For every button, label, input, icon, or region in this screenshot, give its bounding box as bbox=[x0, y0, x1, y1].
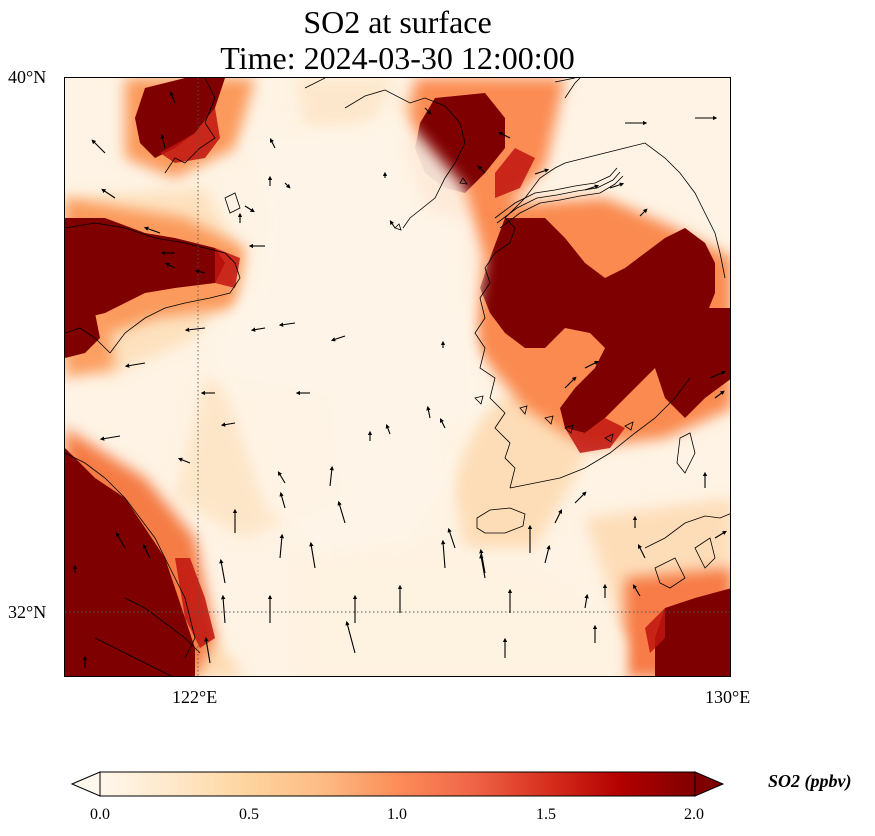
wind-arrow bbox=[194, 269, 206, 274]
wind-arrow bbox=[184, 327, 206, 332]
lon-tick-122e: 122°E bbox=[172, 687, 218, 707]
wind-arrow bbox=[447, 527, 456, 549]
wind-arrow bbox=[554, 509, 562, 524]
wind-arrow bbox=[440, 539, 446, 569]
gridlines bbox=[65, 78, 730, 676]
wind-arrow bbox=[143, 226, 161, 234]
wind-arrow bbox=[426, 405, 431, 419]
lat-tick-40n: 40°N bbox=[8, 67, 47, 87]
wind-arrow bbox=[534, 168, 550, 175]
wind-arrow bbox=[714, 530, 727, 539]
colorbar-tick-4: 2.0 bbox=[684, 806, 704, 823]
lon-tick-130e: 130°E bbox=[705, 687, 751, 707]
wind-arrow bbox=[385, 423, 391, 435]
wind-arrow bbox=[440, 418, 446, 429]
wind-arrow bbox=[544, 544, 551, 564]
wind-arrow bbox=[574, 491, 587, 504]
wind-arrow bbox=[220, 422, 236, 427]
coastlines bbox=[65, 78, 730, 676]
colorbar-gradient bbox=[70, 771, 725, 797]
wind-arrow bbox=[220, 594, 226, 624]
wind-arrow bbox=[564, 376, 577, 389]
wind-arrow bbox=[709, 370, 727, 379]
map-title: SO2 at surface bbox=[303, 4, 492, 40]
wind-arrow bbox=[219, 558, 226, 584]
colorbar-tick-0: 0.0 bbox=[90, 806, 110, 823]
wind-arrow bbox=[284, 182, 291, 189]
wind-arrow bbox=[337, 500, 346, 524]
wind-arrow bbox=[609, 182, 625, 189]
wind-arrow bbox=[101, 188, 116, 199]
so2-field bbox=[65, 78, 730, 676]
wind-arrow bbox=[143, 544, 151, 559]
wind-arrow bbox=[584, 593, 589, 609]
wind-arrow bbox=[250, 327, 266, 332]
wind-arrow bbox=[279, 491, 286, 509]
wind-arrow bbox=[424, 107, 432, 115]
wind-arrow bbox=[115, 532, 126, 549]
wind-arrow bbox=[345, 620, 356, 654]
wind-arrow bbox=[177, 457, 191, 464]
colorbar bbox=[70, 770, 725, 798]
wind-arrow bbox=[169, 90, 176, 104]
colorbar-tick-2: 1.0 bbox=[387, 806, 407, 823]
wind-arrow bbox=[389, 220, 396, 229]
wind-arrow bbox=[632, 584, 641, 597]
wind-arrow bbox=[278, 322, 296, 327]
wind-arrow bbox=[584, 184, 600, 191]
map-plot-area bbox=[64, 77, 731, 677]
wind-arrow bbox=[329, 465, 334, 487]
wind-arrow bbox=[479, 553, 486, 579]
wind-arrow bbox=[277, 471, 286, 484]
wind-arrow bbox=[91, 139, 106, 154]
wind-arrow bbox=[165, 263, 176, 269]
wind-arrow bbox=[160, 133, 166, 149]
colorbar-tick-1: 0.5 bbox=[239, 806, 259, 823]
wind-arrow bbox=[639, 208, 648, 217]
wind-arrow bbox=[584, 361, 599, 369]
wind-arrow bbox=[204, 636, 211, 664]
wind-arrow bbox=[477, 165, 486, 174]
wind-arrow bbox=[714, 390, 725, 399]
wind-arrow bbox=[99, 435, 121, 441]
map-canvas bbox=[65, 78, 730, 676]
lat-tick-32n: 32°N bbox=[8, 602, 47, 622]
wind-arrow bbox=[244, 205, 255, 213]
wind-arrow bbox=[279, 533, 284, 559]
wind-arrow bbox=[124, 362, 146, 368]
wind-arrow bbox=[638, 544, 646, 559]
colorbar-label: SO2 (ppbv) bbox=[768, 771, 852, 791]
wind-arrow bbox=[309, 541, 316, 569]
colorbar-tick-3: 1.5 bbox=[536, 806, 556, 823]
wind-vectors bbox=[72, 90, 727, 668]
wind-arrow bbox=[270, 138, 276, 149]
wind-arrow bbox=[330, 335, 346, 342]
map-time-subtitle: Time: 2024-03-30 12:00:00 bbox=[220, 40, 575, 76]
wind-arrow bbox=[498, 132, 511, 139]
